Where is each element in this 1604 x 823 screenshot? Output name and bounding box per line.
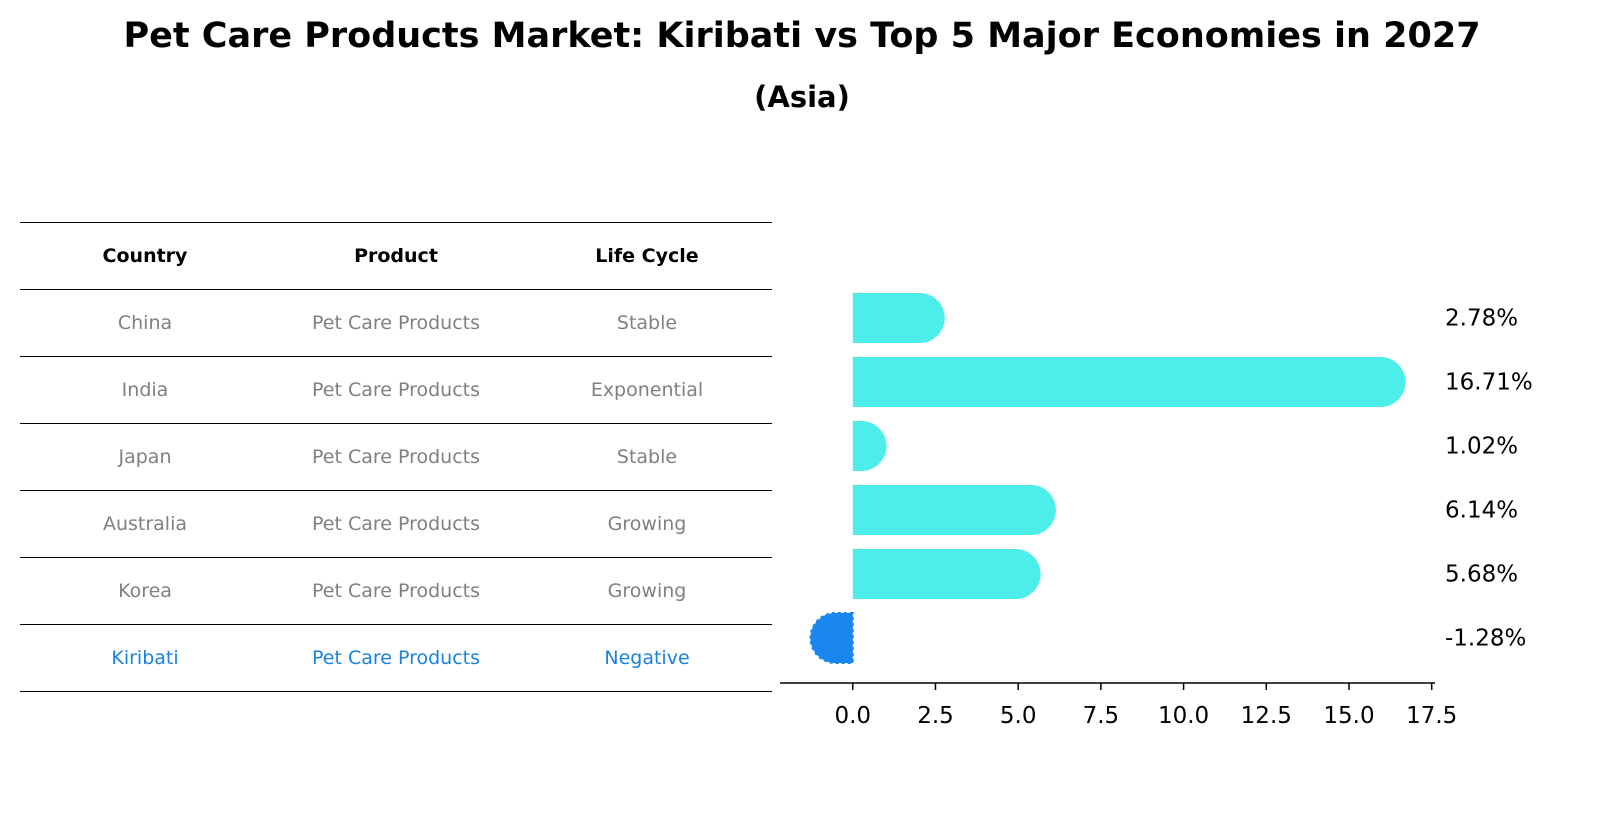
table-row: Korea Pet Care Products Growing [20, 557, 772, 625]
value-label-kiribati: -1.28% [1445, 626, 1526, 652]
table-row: Japan Pet Care Products Stable [20, 423, 772, 491]
bar-korea [852, 549, 1041, 599]
cell-product: Pet Care Products [270, 624, 522, 692]
table-row: China Pet Care Products Stable [20, 289, 772, 357]
cell-life-cycle: Exponential [522, 356, 772, 424]
table-row: Australia Pet Care Products Growing [20, 490, 772, 558]
bar-australia [852, 485, 1056, 535]
cell-life-cycle: Growing [522, 490, 772, 558]
bar-japan [852, 421, 887, 471]
cell-life-cycle: Negative [522, 624, 772, 692]
x-tick-label: 0.0 [834, 703, 871, 729]
cell-country: China [20, 289, 270, 357]
cell-product: Pet Care Products [270, 289, 522, 357]
column-header-product: Product [270, 222, 522, 290]
column-header-country: Country [20, 222, 270, 290]
cell-life-cycle: Growing [522, 557, 772, 625]
column-header-life-cycle: Life Cycle [522, 222, 772, 290]
bar-china [852, 293, 945, 343]
cell-product: Pet Care Products [270, 423, 522, 491]
cell-country: Kiribati [20, 624, 270, 692]
cell-country: Korea [20, 557, 270, 625]
table-row: India Pet Care Products Exponential [20, 356, 772, 424]
x-tick-label: 12.5 [1241, 703, 1292, 729]
table-row-highlighted: Kiribati Pet Care Products Negative [20, 624, 772, 692]
table-header-row: Country Product Life Cycle [20, 222, 772, 290]
value-label-australia: 6.14% [1445, 498, 1518, 524]
x-tick-label: 17.5 [1406, 703, 1457, 729]
cell-life-cycle: Stable [522, 423, 772, 491]
chart-title: Pet Care Products Market: Kiribati vs To… [123, 16, 1481, 56]
cell-product: Pet Care Products [270, 557, 522, 625]
bar-india [852, 357, 1406, 407]
x-tick-label: 2.5 [917, 703, 954, 729]
value-label-korea: 5.68% [1445, 562, 1518, 588]
x-tick-label: 10.0 [1158, 703, 1209, 729]
cell-product: Pet Care Products [270, 490, 522, 558]
cell-country: India [20, 356, 270, 424]
cell-country: Australia [20, 490, 270, 558]
chart-subtitle: (Asia) [754, 80, 850, 114]
cell-country: Japan [20, 423, 270, 491]
cell-product: Pet Care Products [270, 356, 522, 424]
cell-life-cycle: Stable [522, 289, 772, 357]
country-table: Country Product Life Cycle China Pet Car… [20, 222, 772, 692]
value-label-india: 16.71% [1445, 370, 1533, 396]
x-tick-label: 15.0 [1323, 703, 1374, 729]
value-label-japan: 1.02% [1445, 434, 1518, 460]
growth-bar-chart: 2.78% 16.71% 1.02% 6.14% 5.68% -1.28% 0.0 2.5 5.… [780, 293, 1533, 729]
x-tick-label: 7.5 [1083, 703, 1120, 729]
x-tick-label: 5.0 [1000, 703, 1037, 729]
value-label-china: 2.78% [1445, 306, 1518, 332]
bar-kiribati [809, 612, 854, 664]
